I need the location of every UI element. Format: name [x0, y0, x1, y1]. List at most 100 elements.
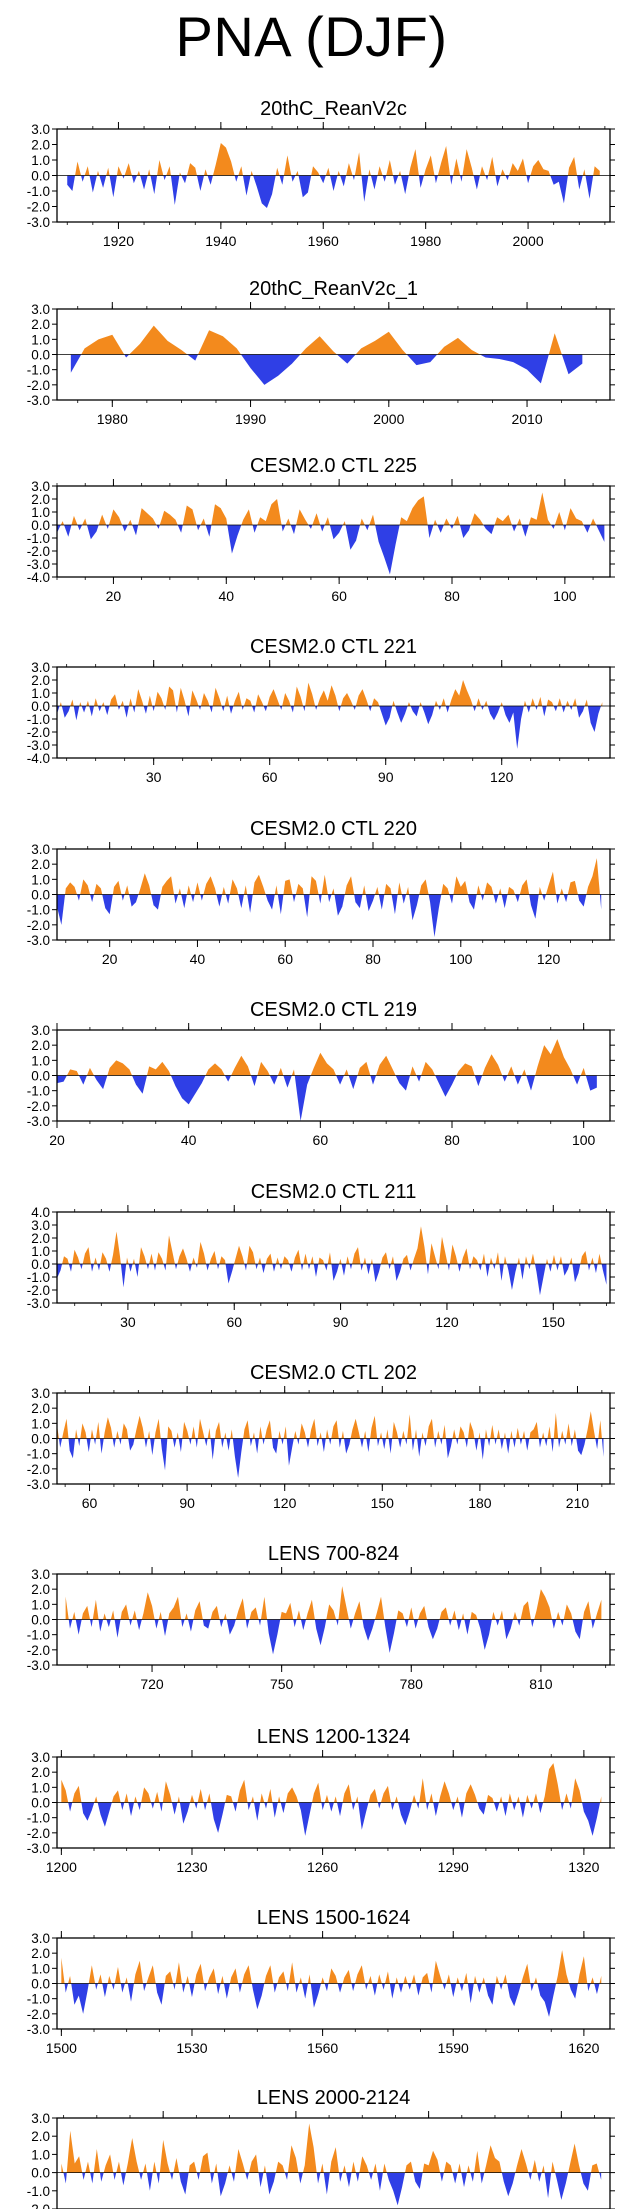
- positive-area: [371, 698, 380, 706]
- positive-area: [309, 876, 319, 895]
- negative-area: [264, 1802, 268, 1809]
- negative-area: [398, 1983, 404, 1993]
- negative-area: [368, 2172, 374, 2180]
- negative-area: [281, 1438, 284, 1445]
- negative-area: [240, 354, 301, 385]
- negative-area: [348, 1075, 358, 1090]
- x-tick-label: 60: [313, 1132, 329, 1148]
- positive-area: [173, 2158, 180, 2173]
- negative-area: [467, 894, 477, 910]
- negative-area: [418, 175, 424, 188]
- positive-area: [143, 2163, 147, 2173]
- y-tick-label: 3.0: [31, 1218, 50, 1233]
- positive-area: [533, 1793, 538, 1803]
- y-tick-label: 3.0: [31, 1023, 50, 1038]
- y-tick-label: -2.0: [27, 200, 50, 215]
- y-tick-label: -1.0: [27, 903, 50, 918]
- negative-area: [502, 1075, 508, 1082]
- negative-area: [226, 1438, 231, 1451]
- negative-area: [93, 1438, 96, 1445]
- positive-area: [434, 700, 439, 706]
- positive-area: [500, 169, 506, 176]
- negative-area: [406, 354, 438, 366]
- negative-area: [501, 894, 508, 909]
- positive-area: [285, 518, 291, 525]
- negative-area: [450, 1983, 457, 1998]
- negative-area: [57, 1264, 63, 1279]
- positive-area: [530, 1253, 535, 1264]
- negative-area: [209, 706, 213, 713]
- negative-area: [97, 1264, 101, 1271]
- positive-area: [463, 1972, 468, 1984]
- positive-area: [305, 682, 316, 706]
- positive-area: [556, 1950, 570, 1984]
- negative-area: [119, 1438, 122, 1445]
- positive-area: [496, 1429, 501, 1439]
- x-tick-label: 100: [449, 951, 473, 967]
- positive-area: [300, 336, 337, 355]
- positive-area: [193, 1601, 203, 1620]
- negative-area: [290, 706, 294, 713]
- y-tick-label: 3.0: [31, 1567, 50, 1582]
- y-tick-label: 3.0: [31, 122, 50, 137]
- negative-area: [377, 1438, 380, 1447]
- positive-area: [473, 1975, 477, 1984]
- y-tick-label: 1.0: [31, 1961, 50, 1976]
- chart-panel-12: LENS 2000-2124 3.0 2.0 1.0 0.0 -1.0 -2.0: [27, 2087, 615, 2209]
- negative-area: [452, 2172, 458, 2184]
- negative-area: [298, 1802, 313, 1836]
- positive-area: [137, 170, 141, 176]
- positive-area: [260, 1596, 268, 1620]
- negative-area: [78, 1075, 87, 1085]
- negative-area: [537, 1802, 544, 1814]
- negative-area: [346, 2172, 352, 2188]
- negative-area: [210, 2172, 215, 2184]
- positive-area: [182, 1421, 190, 1439]
- positive-area: [479, 166, 486, 176]
- y-tick-label: 3.0: [31, 1750, 50, 1765]
- negative-area: [345, 525, 361, 550]
- negative-area: [272, 1264, 276, 1272]
- y-tick-label: -2.0: [27, 1099, 50, 1114]
- positive-area: [408, 1607, 414, 1620]
- negative-area: [388, 1264, 391, 1270]
- negative-area: [336, 1075, 345, 1085]
- chart-panel-7: CESM2.0 CTL 211 4.03.02.01.00.0-1.0-2.0-3…: [27, 1181, 615, 1330]
- positive-area: [470, 513, 484, 525]
- positive-area: [338, 1586, 349, 1620]
- negative-area: [231, 2172, 236, 2182]
- positive-area: [426, 1418, 435, 1439]
- negative-area: [492, 1264, 496, 1270]
- negative-area: [411, 1438, 415, 1451]
- y-tick-label: 0.0: [31, 1069, 50, 1084]
- positive-area: [96, 170, 100, 176]
- negative-area: [514, 1075, 522, 1085]
- negative-area: [529, 1802, 534, 1809]
- y-tick-label: 1.0: [31, 505, 50, 520]
- negative-area: [120, 1264, 127, 1288]
- negative-area: [449, 894, 454, 904]
- positive-area: [312, 513, 321, 525]
- negative-area: [587, 706, 601, 732]
- negative-area: [98, 1619, 104, 1632]
- negative-area: [289, 1264, 294, 1272]
- negative-area: [576, 1438, 586, 1456]
- negative-area: [249, 1438, 253, 1447]
- positive-area: [374, 886, 379, 895]
- positive-area: [382, 2163, 387, 2173]
- negative-area: [599, 2172, 602, 2180]
- positive-area: [568, 2143, 581, 2173]
- positive-area: [362, 885, 366, 895]
- negative-area: [286, 1983, 289, 1992]
- positive-area: [82, 518, 87, 525]
- y-tick-label: 2.0: [31, 1582, 50, 1597]
- positive-area: [591, 2163, 600, 2173]
- y-tick-label: -4.0: [27, 751, 50, 766]
- positive-area: [275, 2161, 285, 2173]
- positive-area: [283, 155, 292, 176]
- positive-area: [107, 1060, 133, 1076]
- y-tick-label: 0.0: [31, 2166, 50, 2181]
- negative-area: [495, 1619, 500, 1626]
- negative-area: [360, 1264, 364, 1271]
- negative-area: [366, 1264, 371, 1275]
